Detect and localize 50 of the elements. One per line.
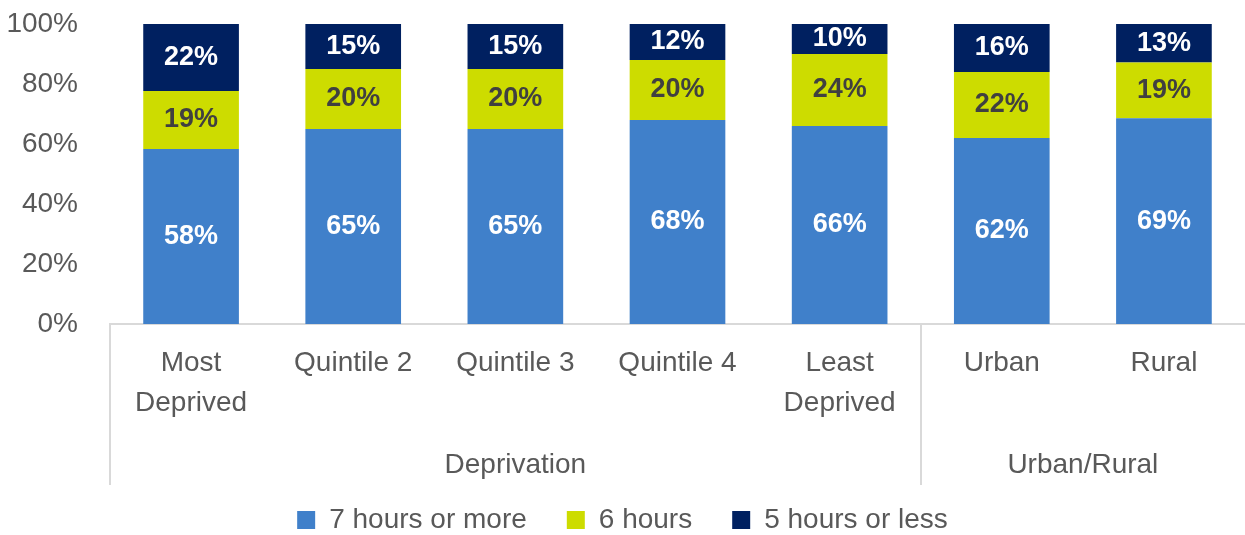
- bar: [143, 149, 239, 324]
- legend-label: 5 hours or less: [764, 502, 948, 534]
- data-label: 58%: [164, 220, 219, 250]
- bar: [305, 129, 402, 324]
- data-label: 10%: [812, 22, 867, 53]
- text: Deprivation: [444, 447, 587, 479]
- data-label: 20%: [650, 73, 705, 104]
- data-label: 20%: [326, 82, 381, 113]
- x-tick-label: Quintile 3: [456, 346, 575, 378]
- data-label: 62%: [974, 214, 1029, 245]
- data-label: 13%: [1136, 26, 1191, 57]
- x-tick-label: Quintile 4: [618, 346, 737, 378]
- data-label: 65%: [488, 209, 543, 240]
- data-label: 66%: [812, 208, 867, 239]
- data-label: 22%: [164, 40, 219, 71]
- text: Urban/Rural: [1007, 447, 1159, 479]
- bar: [1116, 118, 1212, 324]
- bar: [791, 54, 888, 126]
- bar: [467, 129, 564, 324]
- legend-label: 6 hours: [598, 502, 693, 534]
- y-tick-label: 0%: [37, 306, 78, 338]
- bar: [791, 126, 888, 324]
- data-label: 68%: [650, 205, 705, 236]
- legend-label: 7 hours or more: [329, 502, 527, 534]
- x-tick-label: Most Deprived: [135, 346, 248, 417]
- bar: [1116, 62, 1212, 119]
- y-tick-label: 40%: [21, 186, 78, 218]
- y-tick-label: 80%: [21, 66, 78, 98]
- y-tick-label: 20%: [21, 246, 78, 278]
- data-label: 19%: [1136, 73, 1191, 104]
- y-tick-label: 60%: [21, 126, 78, 158]
- x-tick-label: Quintile 2: [294, 346, 413, 378]
- bar: [953, 72, 1050, 138]
- data-label: 24%: [812, 73, 867, 104]
- x-tick-label: Least Deprived: [783, 346, 896, 417]
- data-label: 69%: [1136, 204, 1191, 235]
- y-tick-label: 100%: [6, 6, 78, 38]
- bar: [953, 138, 1050, 324]
- x-tick-label: Rural: [1130, 346, 1198, 378]
- bar: [629, 120, 726, 324]
- data-label: 19%: [164, 103, 219, 134]
- data-label: 65%: [326, 209, 381, 240]
- data-label: 22%: [974, 88, 1029, 119]
- data-label: 15%: [326, 29, 381, 60]
- data-label: 12%: [650, 25, 705, 56]
- data-label: 15%: [488, 29, 543, 60]
- x-tick-label: Urban: [963, 346, 1040, 378]
- data-label: 20%: [488, 82, 543, 113]
- data-label: 16%: [974, 31, 1029, 62]
- bar: [143, 24, 239, 91]
